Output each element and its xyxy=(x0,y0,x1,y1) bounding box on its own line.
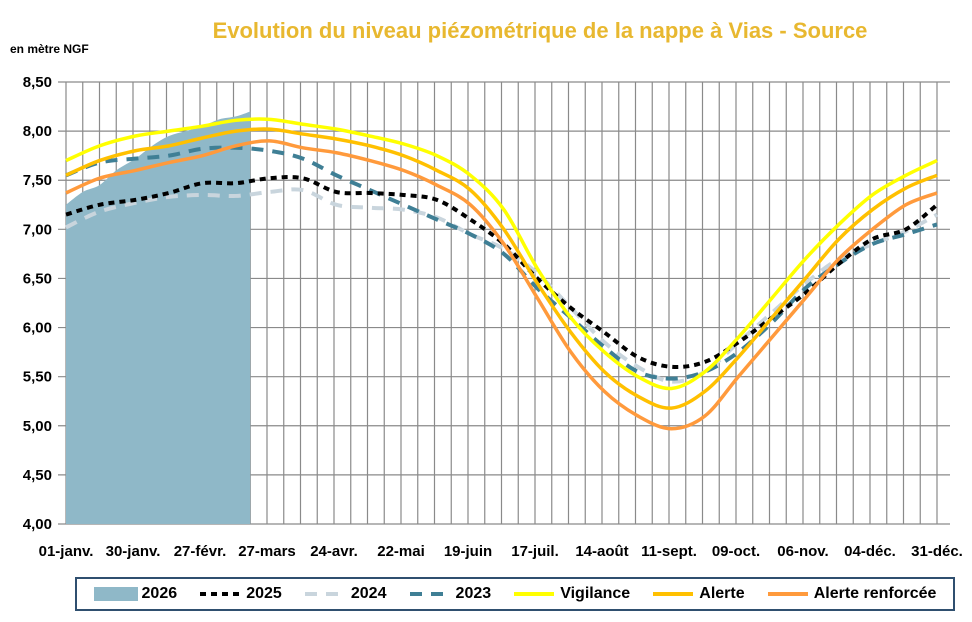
legend-label: Vigilance xyxy=(560,585,631,602)
series-line-2023 xyxy=(65,145,938,381)
x-tick-label: 31-déc. xyxy=(911,543,963,560)
x-tick-label: 27-mars xyxy=(238,543,296,560)
x-tick-label: 27-févr. xyxy=(174,543,227,560)
series-line-alerte xyxy=(65,127,938,410)
legend-label: 2025 xyxy=(246,585,282,602)
x-tick-label: 01-janv. xyxy=(39,543,94,560)
legend-label: Alerte xyxy=(699,585,745,602)
legend-item: 2026 xyxy=(93,585,178,603)
legend-item: Alerte xyxy=(651,585,745,603)
x-tick-label: 24-avr. xyxy=(310,543,358,560)
legend-item: 2024 xyxy=(303,585,387,603)
x-tick-label: 17-juil. xyxy=(511,543,559,560)
legend-label: Alerte renforcée xyxy=(813,585,937,602)
legend: 2026 2025 2024 2023 Vigilance Alerte Alerte re… xyxy=(75,577,955,611)
legend-swatch xyxy=(514,592,555,596)
legend-item: 2025 xyxy=(198,585,282,603)
series-line-alerte-renforcee xyxy=(65,139,938,431)
x-tick-label: 14-août xyxy=(575,543,628,560)
legend-swatch xyxy=(93,587,138,601)
legend-swatch xyxy=(409,592,450,596)
y-tick-label: 5,00 xyxy=(23,418,52,435)
legend-label: 2024 xyxy=(350,585,387,602)
x-tick-label: 22-mai xyxy=(377,543,425,560)
y-tick-label: 5,50 xyxy=(23,369,52,386)
x-tick-label: 30-janv. xyxy=(106,543,161,560)
legend-swatch xyxy=(653,592,694,596)
x-tick-label: 09-oct. xyxy=(712,543,760,560)
x-tick-label: 19-juin xyxy=(444,543,492,560)
x-tick-label: 11-sept. xyxy=(641,543,697,560)
y-tick-label: 7,50 xyxy=(23,172,52,189)
legend-swatch xyxy=(304,592,345,596)
legend-swatch xyxy=(200,592,241,596)
y-axis-label: en mètre NGF xyxy=(10,42,89,56)
chart-title: Evolution du niveau piézométrique de la … xyxy=(212,18,868,43)
y-tick-label: 4,00 xyxy=(23,516,52,533)
area-2026 xyxy=(66,111,251,524)
y-tick-label: 7,00 xyxy=(23,221,52,238)
y-tick-label: 8,50 xyxy=(23,74,52,91)
legend-item: Vigilance xyxy=(512,585,630,603)
legend-label: 2023 xyxy=(455,585,492,602)
legend-item: 2023 xyxy=(408,585,492,603)
y-tick-label: 8,00 xyxy=(23,123,52,140)
x-tick-label: 04-déc. xyxy=(844,543,896,560)
x-tick-label: 06-nov. xyxy=(777,543,828,560)
legend-item: Alerte renforcée xyxy=(766,585,937,603)
legend-label: 2026 xyxy=(141,585,178,602)
y-tick-label: 6,50 xyxy=(23,270,52,287)
series-line-vigilance xyxy=(65,117,938,391)
y-tick-label: 4,50 xyxy=(23,467,52,484)
legend-swatch xyxy=(767,592,808,596)
y-tick-label: 6,00 xyxy=(23,320,52,337)
